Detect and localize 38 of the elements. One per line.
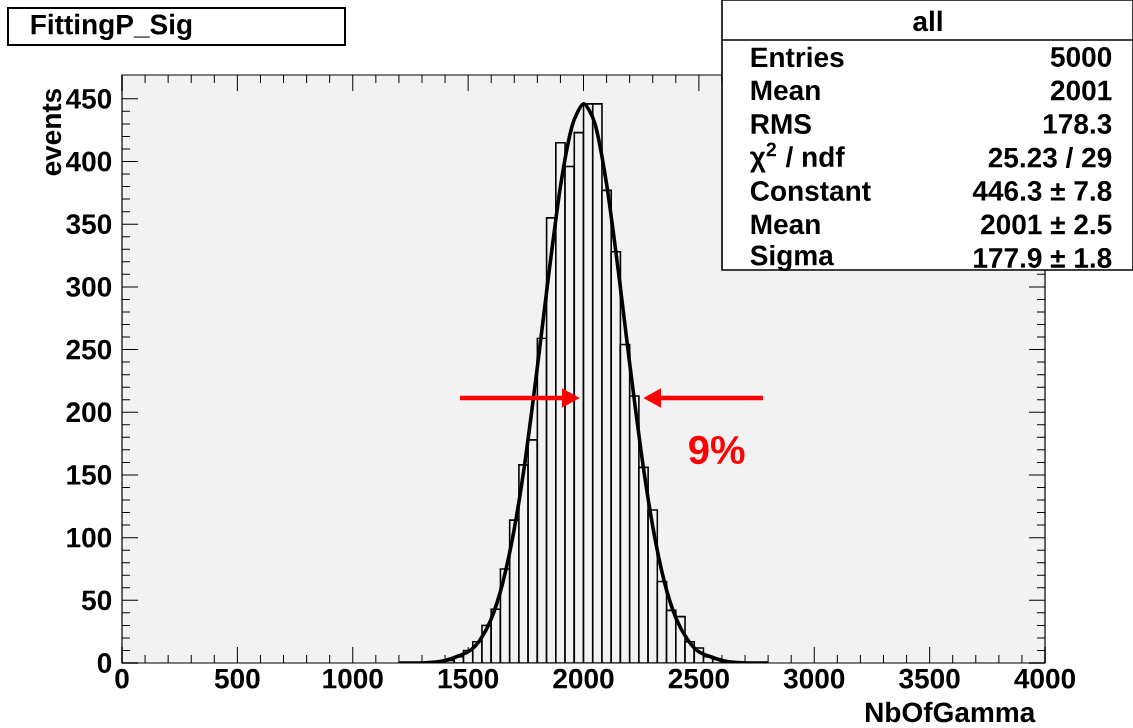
x-tick-label: 0 <box>115 668 129 689</box>
x-tick-label: 2500 <box>668 668 729 689</box>
y-tick-label: 250 <box>66 339 112 360</box>
annotation: Mean <box>751 214 820 235</box>
x-tick-label: 2000 <box>553 668 614 689</box>
x-tick-label: 4000 <box>1014 668 1075 689</box>
y-tick-label: 200 <box>66 402 112 423</box>
y-tick-label: 100 <box>67 527 112 548</box>
x-tick-label: 500 <box>214 668 260 689</box>
annotation: Mean <box>751 80 820 101</box>
annotation: 25.23 / 29 <box>988 147 1112 168</box>
text: all <box>913 10 942 32</box>
annotation: 177.9 ± 1.8 <box>974 248 1112 268</box>
text: 5000 <box>1050 47 1112 67</box>
text: Entries <box>751 46 844 68</box>
y-tick-label: 150 <box>67 465 112 485</box>
y-tick-label: 50 <box>81 590 112 611</box>
x-tick-label: 1000 <box>323 668 383 689</box>
x-tick-label: 3500 <box>899 668 960 689</box>
text: 2001 <box>1050 80 1112 101</box>
annotation: Constant <box>750 181 871 201</box>
x-axis-title: NbOfGamma <box>866 701 1036 723</box>
annotation: 9% <box>689 435 745 465</box>
y-tick-label: 0 <box>97 653 112 673</box>
annotation: 178.3 <box>1043 114 1112 134</box>
y-tick-label: 400 <box>66 151 112 172</box>
annotation: 2001 ± 2.5 <box>981 214 1112 235</box>
annotation: RMS <box>751 114 811 134</box>
y-tick-label: 450 <box>66 88 112 109</box>
chart-title: FittingP_Sig <box>31 13 192 41</box>
annotation: χ$^{2}$ / ndf <box>749 142 845 173</box>
y-tick-label: 300 <box>66 276 112 297</box>
x-tick-label: 3000 <box>783 668 845 689</box>
x-tick-label: 1500 <box>438 668 499 689</box>
y-tick-label: 350 <box>66 214 112 235</box>
annotation: Sigma <box>750 244 834 272</box>
y-axis-title: events <box>42 88 62 176</box>
annotation: 446.3 ± 7.8 <box>972 181 1112 201</box>
